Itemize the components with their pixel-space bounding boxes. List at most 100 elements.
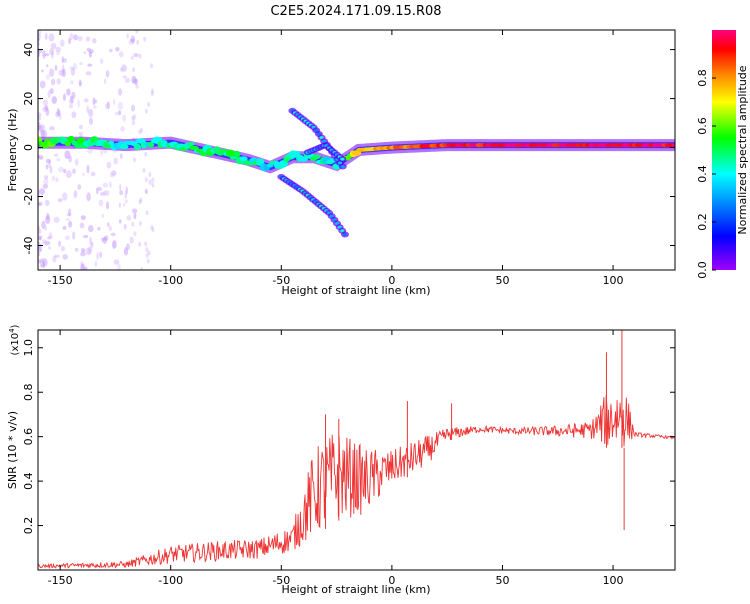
noise-mark (70, 67, 76, 76)
noise-mark (85, 36, 91, 42)
noise-mark (56, 51, 61, 56)
noise-mark (44, 33, 48, 40)
noise-mark (133, 53, 139, 58)
colorbar-tick-label: 0.8 (696, 69, 709, 87)
noise-mark (45, 108, 50, 116)
noise-mark (144, 151, 148, 157)
noise-mark (38, 156, 44, 160)
noise-mark (113, 98, 116, 106)
noise-mark (72, 168, 76, 174)
noise-mark (87, 148, 93, 154)
noise-mark (145, 253, 149, 258)
noise-mark (147, 101, 151, 107)
noise-mark (86, 192, 91, 202)
noise-mark (131, 120, 135, 126)
x-tick-label: -100 (158, 574, 183, 587)
noise-mark (66, 88, 71, 96)
noise-mark (42, 50, 46, 59)
noise-mark (77, 99, 80, 108)
noise-mark (49, 68, 55, 77)
noise-mark (131, 208, 138, 214)
noise-mark (144, 177, 148, 183)
noise-mark (122, 114, 127, 122)
noise-mark (143, 36, 147, 42)
noise-mark (38, 228, 42, 235)
y-tick-label: 0.2 (22, 517, 35, 535)
noise-mark (99, 192, 105, 196)
noise-mark (65, 218, 71, 221)
noise-mark (77, 184, 82, 190)
noise-mark (121, 64, 127, 72)
noise-mark (48, 232, 53, 239)
noise-mark (54, 254, 60, 258)
noise-mark (77, 35, 83, 42)
noise-mark (85, 247, 92, 256)
noise-mark (128, 38, 134, 46)
noise-mark (146, 258, 150, 264)
noise-mark (136, 39, 140, 45)
noise-mark (88, 117, 93, 125)
noise-mark (90, 171, 96, 177)
top-plot-frame (37, 29, 676, 271)
noise-mark (138, 221, 142, 226)
noise-mark (138, 241, 142, 247)
branch-mark (340, 229, 345, 233)
branch-mark (340, 157, 345, 161)
trace-mark (279, 160, 288, 168)
y-tick-label: 20 (22, 92, 35, 106)
snr-line (38, 394, 675, 570)
noise-mark (74, 158, 79, 166)
noise-mark (64, 150, 71, 160)
noise-mark (100, 237, 106, 241)
noise-mark (42, 239, 47, 245)
noise-mark (133, 212, 137, 220)
noise-mark (45, 164, 49, 170)
trace-mark (239, 156, 248, 162)
branch-mark (337, 225, 342, 229)
noise-mark (110, 170, 117, 176)
branch-mark (332, 218, 337, 222)
branch-mark (338, 161, 343, 165)
noise-mark (123, 223, 127, 230)
noise-mark (124, 77, 131, 83)
noise-mark (101, 214, 105, 218)
noise-mark (64, 235, 71, 241)
branch-mark (335, 222, 339, 225)
noise-mark (80, 215, 87, 221)
x-tick-label: 50 (495, 574, 509, 587)
trace-mark (186, 142, 195, 147)
noise-mark (59, 39, 65, 47)
noise-mark (61, 55, 64, 64)
noise-mark (138, 129, 142, 135)
noise-mark (118, 101, 123, 111)
trace-mark (120, 144, 129, 150)
noise-mark (62, 225, 67, 230)
noise-mark (126, 33, 129, 39)
noise-mark (68, 37, 71, 45)
noise-mark (151, 227, 155, 233)
noise-mark (98, 199, 104, 207)
noise-mark (102, 236, 108, 244)
noise-mark (49, 126, 55, 131)
noise-mark (44, 53, 50, 57)
trace-mark (133, 143, 142, 150)
noise-mark (133, 157, 136, 163)
noise-mark (88, 246, 93, 255)
bottom-axes: -150 -100 -50 0 50 100 0.2 0.4 0.6 0.8 1.0 (22, 330, 675, 587)
trace-mark (267, 163, 274, 168)
noise-mark (40, 130, 45, 138)
noise-mark (125, 186, 128, 195)
trace-mark (298, 156, 308, 162)
noise-mark (100, 149, 103, 156)
noise-mark (38, 116, 41, 122)
noise-mark (151, 182, 155, 188)
noise-mark (58, 166, 64, 173)
colorbar-tick-label: 0.4 (696, 165, 709, 183)
noise-mark (83, 234, 89, 239)
noise-mark (82, 172, 85, 176)
x-tick-label: 0 (388, 274, 395, 287)
noise-mark (89, 236, 92, 246)
noise-mark (62, 93, 67, 102)
trace-mark (234, 150, 241, 158)
